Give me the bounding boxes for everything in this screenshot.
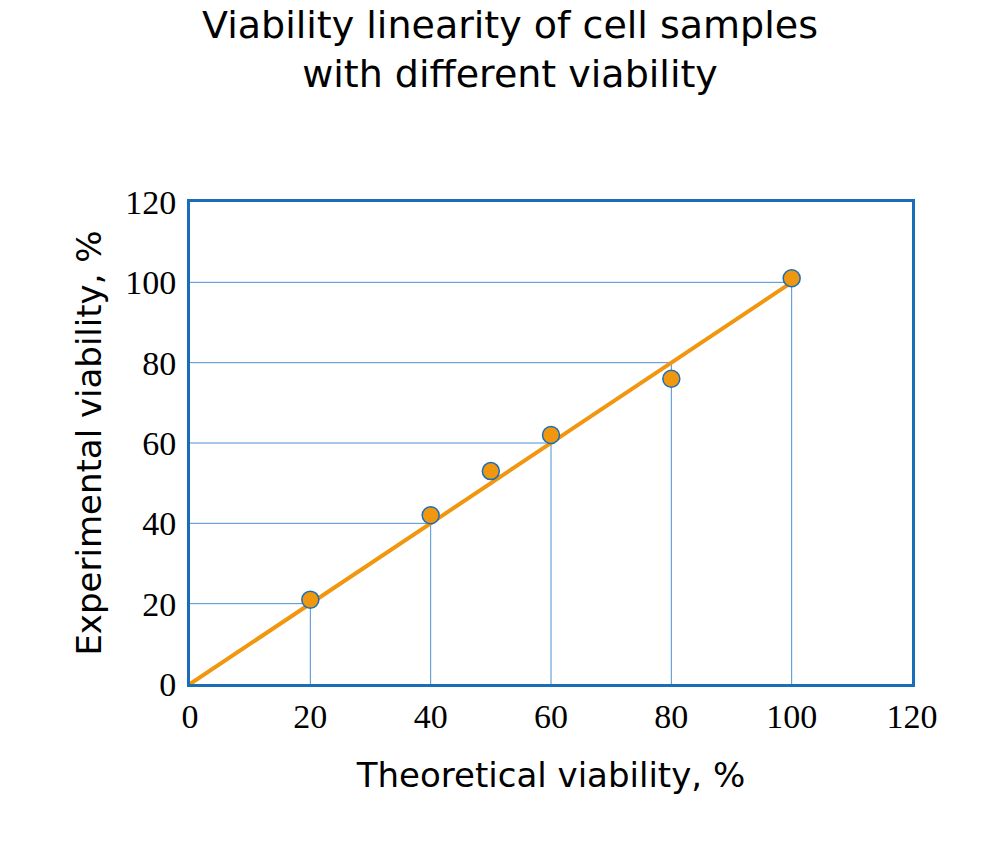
svg-text:60: 60 [142, 425, 176, 462]
svg-text:80: 80 [142, 345, 176, 382]
svg-text:0: 0 [182, 698, 199, 735]
svg-text:Experimental viability, %: Experimental viability, % [69, 230, 109, 655]
svg-text:120: 120 [125, 184, 176, 221]
svg-text:20: 20 [293, 698, 327, 735]
svg-text:100: 100 [125, 264, 176, 301]
svg-text:40: 40 [414, 698, 448, 735]
svg-text:60: 60 [534, 698, 568, 735]
svg-text:0: 0 [159, 666, 176, 703]
svg-text:120: 120 [887, 698, 938, 735]
svg-text:20: 20 [142, 586, 176, 623]
svg-text:Theoretical viability, %: Theoretical viability, % [356, 755, 745, 795]
svg-text:100: 100 [766, 698, 817, 735]
svg-text:80: 80 [654, 698, 688, 735]
svg-text:40: 40 [142, 505, 176, 542]
svg-text:Viability linearity of cell sa: Viability linearity of cell sampleswith … [202, 3, 818, 96]
